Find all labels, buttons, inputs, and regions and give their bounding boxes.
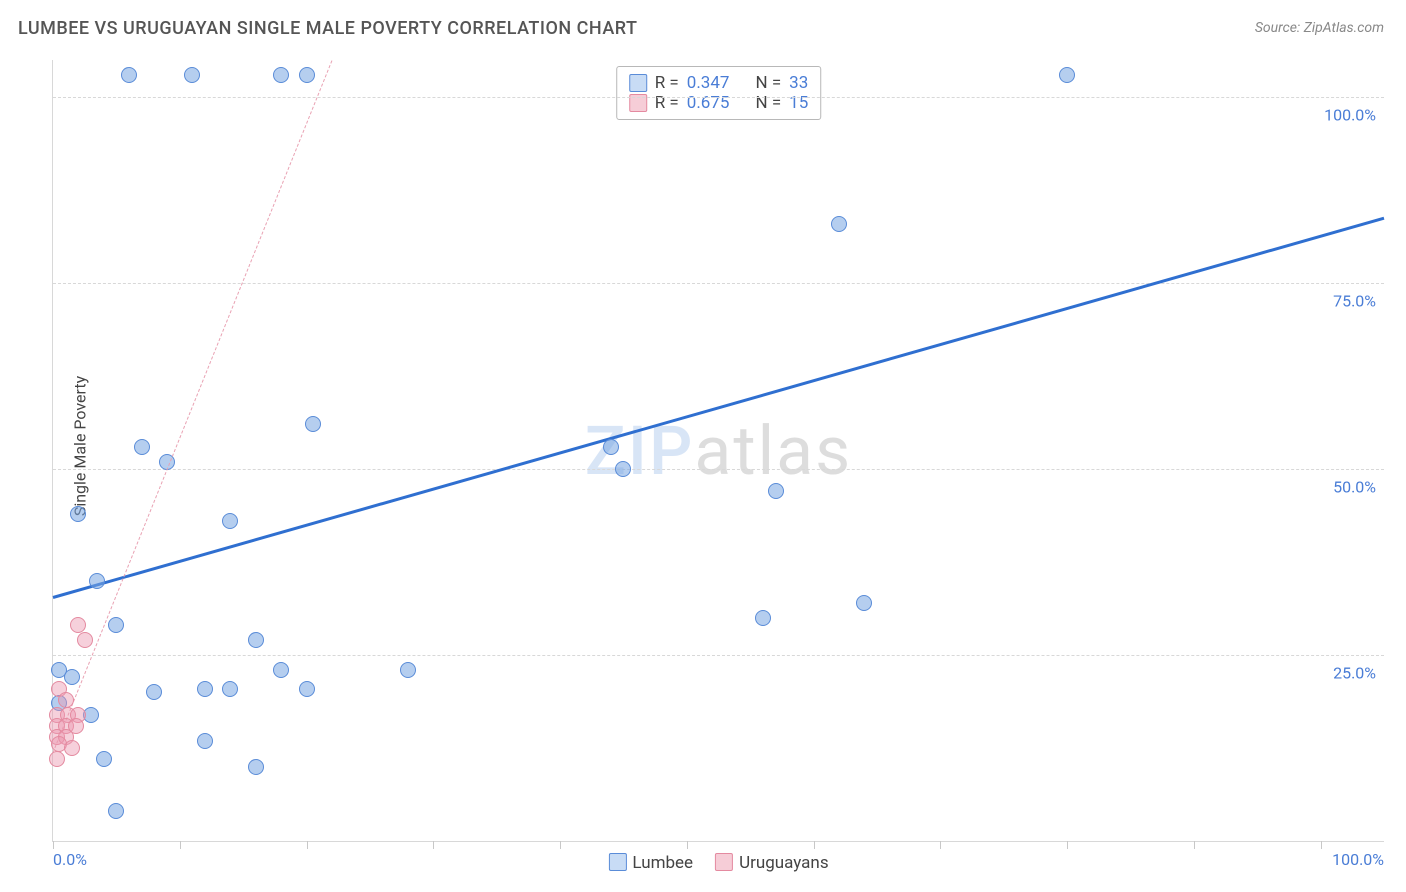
gridline [53, 97, 1384, 98]
plot-area: ZIPatlas R = 0.347N = 33R = 0.675N = 15 … [52, 60, 1384, 842]
data-point [299, 67, 315, 83]
data-point [768, 483, 784, 499]
data-point [184, 67, 200, 83]
data-point [273, 67, 289, 83]
data-point [856, 595, 872, 611]
legend-swatch [715, 853, 733, 871]
correlation-chart: LUMBEE VS URUGUAYAN SINGLE MALE POVERTY … [0, 0, 1406, 892]
gridline [53, 283, 1384, 284]
x-tick [307, 841, 308, 849]
data-point [64, 740, 80, 756]
data-point [197, 681, 213, 697]
data-point [89, 573, 105, 589]
data-point [273, 662, 289, 678]
trend-line [53, 60, 333, 752]
gridline [53, 655, 1384, 656]
data-point [222, 513, 238, 529]
legend-swatch [608, 853, 626, 871]
data-point [58, 692, 74, 708]
y-tick-label: 25.0% [1333, 664, 1376, 683]
r-value: 0.347 [687, 73, 730, 93]
data-point [615, 461, 631, 477]
n-value: 15 [789, 93, 808, 113]
data-point [64, 669, 80, 685]
data-point [49, 751, 65, 767]
data-point [146, 684, 162, 700]
x-tick [940, 841, 941, 849]
x-tick-label: 0.0% [53, 850, 87, 869]
x-tick [433, 841, 434, 849]
series-label: Uruguayans [739, 853, 829, 873]
x-tick [687, 841, 688, 849]
data-point [400, 662, 416, 678]
data-point [299, 681, 315, 697]
data-point [248, 759, 264, 775]
series-legend-item: Lumbee [608, 853, 693, 873]
stats-legend: R = 0.347N = 33R = 0.675N = 15 [616, 66, 822, 120]
stats-legend-row: R = 0.347N = 33 [629, 73, 809, 93]
series-legend-item: Uruguayans [715, 853, 829, 873]
series-label: Lumbee [632, 853, 693, 873]
data-point [108, 803, 124, 819]
data-point [134, 439, 150, 455]
x-tick [180, 841, 181, 849]
x-tick [1321, 841, 1322, 849]
x-tick [560, 841, 561, 849]
x-tick [1194, 841, 1195, 849]
data-point [1059, 67, 1075, 83]
data-point [755, 610, 771, 626]
x-tick [1067, 841, 1068, 849]
trend-line [53, 216, 1385, 598]
chart-title: LUMBEE VS URUGUAYAN SINGLE MALE POVERTY … [18, 18, 637, 39]
watermark: ZIPatlas [585, 411, 853, 491]
source-credit: Source: ZipAtlas.com [1255, 20, 1384, 36]
data-point [603, 439, 619, 455]
legend-swatch [629, 74, 647, 92]
data-point [96, 751, 112, 767]
x-tick [814, 841, 815, 849]
series-legend: Lumbee Uruguayans [608, 853, 828, 873]
data-point [70, 617, 86, 633]
data-point [197, 733, 213, 749]
data-point [70, 506, 86, 522]
data-point [121, 67, 137, 83]
gridline [53, 469, 1384, 470]
data-point [222, 681, 238, 697]
data-point [248, 632, 264, 648]
data-point [831, 216, 847, 232]
r-value: 0.675 [687, 93, 730, 113]
n-value: 33 [789, 73, 808, 93]
y-tick-label: 50.0% [1333, 478, 1376, 497]
y-tick-label: 75.0% [1333, 292, 1376, 311]
data-point [108, 617, 124, 633]
x-tick-label: 100.0% [1332, 850, 1384, 869]
x-tick [53, 841, 54, 849]
stats-legend-row: R = 0.675N = 15 [629, 93, 809, 113]
data-point [77, 632, 93, 648]
data-point [305, 416, 321, 432]
y-tick-label: 100.0% [1324, 106, 1376, 125]
